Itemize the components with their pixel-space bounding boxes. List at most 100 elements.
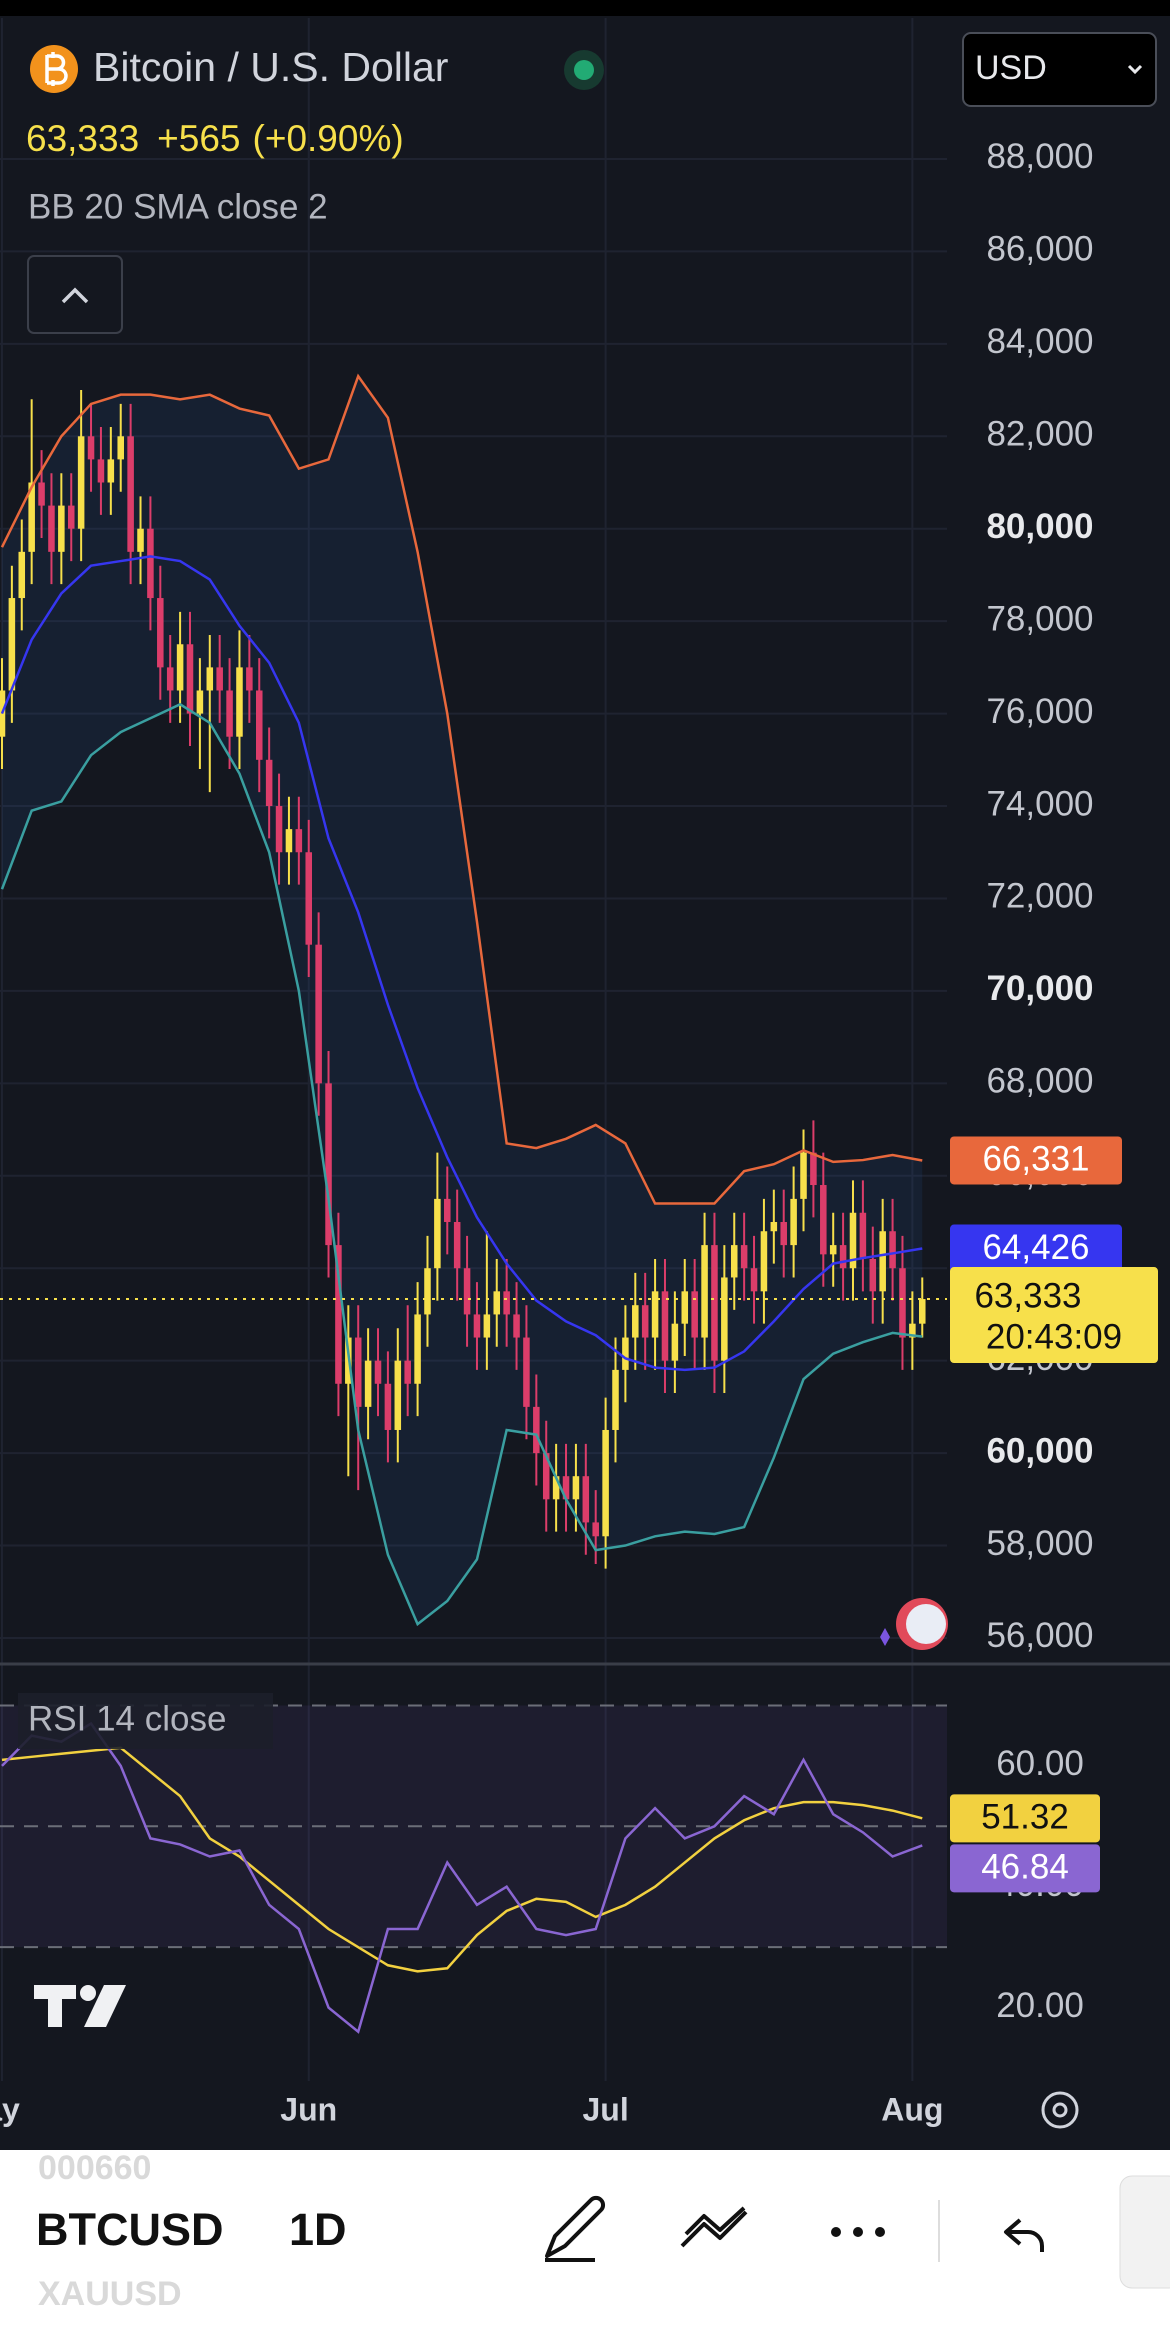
candle-body — [255, 690, 263, 760]
candle-body — [305, 852, 313, 945]
candle-body — [533, 1406, 540, 1454]
candle-body — [899, 1268, 906, 1338]
candle-body — [602, 1429, 609, 1537]
candle-body — [800, 1152, 807, 1199]
collapse-button[interactable] — [27, 255, 123, 334]
candle-body — [196, 690, 204, 714]
overlay-layer: ayJunJulAug56,00058,00060,00062,00064,00… — [0, 137, 1158, 2127]
candle-body — [810, 1152, 817, 1186]
band-line — [0, 702, 923, 1627]
candle-body — [38, 482, 45, 506]
rsi-title[interactable]: RSI 14 close — [28, 1699, 226, 1738]
candle-body — [780, 1221, 787, 1246]
candle-body — [661, 1291, 669, 1361]
candle-body — [147, 528, 154, 599]
candle-body — [612, 1369, 619, 1430]
toolbar — [0, 2150, 1170, 2327]
next-symbol[interactable]: XAUUSD — [38, 2275, 182, 2313]
sparkle — [880, 1628, 890, 1646]
interval[interactable]: 1D — [289, 2204, 347, 2255]
candle-body — [641, 1305, 649, 1338]
candle-body — [770, 1221, 778, 1232]
candle-body — [97, 459, 105, 483]
y-tick-label: 86,000 — [986, 230, 1093, 269]
y-tick-label: 60.00 — [996, 1744, 1084, 1783]
currency-dropdown[interactable] — [962, 32, 1157, 107]
candle-body — [740, 1245, 748, 1269]
candle-body — [790, 1198, 797, 1246]
status-strip — [0, 0, 1170, 16]
y-tick-label: 68,000 — [986, 1062, 1093, 1101]
prev-symbol[interactable]: 000660 — [38, 2149, 151, 2187]
rsi-badge-label: 51.32 — [981, 1798, 1069, 1837]
candle-body — [246, 667, 253, 691]
y-tick-label: 82,000 — [986, 415, 1093, 454]
symbol[interactable]: BTCUSD — [36, 2204, 224, 2255]
candle-body — [265, 759, 273, 807]
candle-body — [414, 1314, 421, 1384]
candle-body — [859, 1212, 867, 1259]
trend-icon[interactable] — [680, 2206, 748, 2248]
candle-body — [107, 459, 115, 483]
candle-body — [315, 944, 322, 1084]
candle-body — [226, 690, 233, 737]
candle-body — [483, 1314, 491, 1338]
candle-body — [730, 1245, 738, 1278]
draw-icon[interactable] — [545, 2195, 606, 2262]
candle-body — [513, 1314, 520, 1338]
more-dot[interactable] — [831, 2227, 841, 2237]
candle-body — [404, 1360, 411, 1384]
value-badge — [950, 1224, 1122, 1273]
candle-body — [869, 1258, 877, 1292]
y-tick-label: 74,000 — [986, 784, 1093, 823]
rsi-line — [1, 1721, 923, 2034]
candle-body — [562, 1476, 570, 1500]
last-price-badge — [950, 1267, 1158, 1364]
candle-body — [364, 1360, 372, 1407]
x-tick-label: Jun — [280, 2091, 337, 2127]
countdown: 20:43:09 — [986, 1317, 1122, 1356]
last-price-label: 63,333 — [974, 1276, 1081, 1315]
rsi-badge-label: 46.84 — [981, 1848, 1069, 1887]
data-layer — [0, 373, 926, 2034]
background — [0, 0, 1170, 2150]
candle-body — [48, 505, 55, 552]
next-panel[interactable] — [1119, 2175, 1170, 2289]
settings-icon[interactable] — [1041, 2091, 1079, 2129]
x-tick-label: ay — [0, 2091, 20, 2127]
candle-body — [394, 1360, 402, 1430]
candle-body — [295, 829, 303, 853]
candle-body — [552, 1476, 560, 1500]
price: 63,333 — [26, 118, 139, 159]
candle-body — [889, 1231, 896, 1269]
undo-icon[interactable] — [1004, 2218, 1044, 2252]
candle-body — [651, 1291, 659, 1338]
collapse-icon — [61, 287, 89, 304]
candle-body — [503, 1291, 510, 1315]
candle-body — [592, 1522, 599, 1537]
candle-body — [542, 1453, 550, 1500]
candle-body — [374, 1360, 382, 1384]
coin-glyph — [45, 52, 68, 86]
candle-body — [325, 1083, 332, 1246]
x-tick-label: Aug — [881, 2091, 943, 2127]
candle-body — [157, 598, 164, 668]
indicator-legend[interactable]: BB 20 SMA close 2 — [28, 187, 328, 226]
candle-body — [28, 482, 35, 552]
market-status-dot — [574, 60, 594, 80]
candle-body — [632, 1305, 639, 1338]
candle-body — [18, 551, 26, 599]
candle-body — [434, 1198, 441, 1269]
candle-body — [236, 667, 243, 737]
value-badge-label: 64,426 — [982, 1228, 1089, 1267]
change-pct: (+0.90%) — [253, 118, 404, 159]
candle-body — [473, 1314, 481, 1338]
candle-body — [909, 1323, 916, 1338]
candle-body — [335, 1245, 342, 1384]
candle-body — [216, 667, 223, 691]
rsi-badge — [950, 1844, 1100, 1893]
candle-body — [176, 644, 184, 691]
tv-logo-dot — [80, 1985, 96, 2001]
candle-body — [206, 667, 214, 691]
